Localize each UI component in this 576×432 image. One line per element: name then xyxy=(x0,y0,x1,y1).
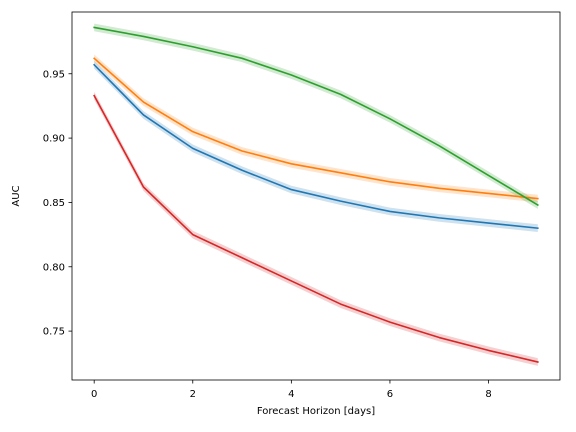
series-0-band xyxy=(94,60,538,233)
x-tick-label: 4 xyxy=(288,389,294,400)
y-axis-label: AUC xyxy=(11,185,22,206)
series-1-band xyxy=(94,54,538,203)
y-axis-ticks: 0.75 0.80 0.85 0.90 0.95 xyxy=(43,69,72,338)
series-3-line xyxy=(93,94,539,363)
x-axis-label: Forecast Horizon [days] xyxy=(257,406,375,417)
x-tick-label: 2 xyxy=(190,389,196,400)
y-tick-label: 0.95 xyxy=(43,69,65,80)
x-tick-label: 8 xyxy=(485,389,491,400)
y-tick-label: 0.90 xyxy=(43,134,65,145)
y-tick-label: 0.75 xyxy=(43,327,65,338)
x-tick-label: 0 xyxy=(91,389,97,400)
series-2-line xyxy=(93,26,539,207)
series-0-line xyxy=(93,63,539,230)
series-lines xyxy=(93,26,539,363)
y-tick-label: 0.85 xyxy=(43,198,65,209)
x-tick-label: 6 xyxy=(387,389,393,400)
series-1-line xyxy=(93,57,539,200)
x-axis-ticks: 0 2 4 6 8 xyxy=(91,380,492,400)
confidence-bands xyxy=(94,23,538,366)
y-tick-label: 0.80 xyxy=(43,262,65,273)
plot-frame xyxy=(71,11,561,381)
series-3-band xyxy=(94,91,538,366)
